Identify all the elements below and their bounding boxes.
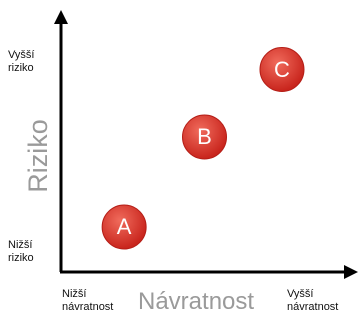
bubble-label-c: C (274, 56, 290, 82)
x-axis-arrow (344, 265, 358, 279)
x-high-label-line1: Vyšší (287, 288, 314, 300)
y-axis-arrow (54, 10, 68, 24)
x-high-label: Vyšší návratnost (287, 288, 338, 314)
y-low-label-line1: Nižší (8, 239, 33, 251)
bubble-c (259, 47, 305, 92)
bubble-label-b: B (197, 124, 212, 149)
x-high-label-line2: návratnost (287, 301, 339, 313)
y-high-label-line1: Vyšší (8, 49, 35, 61)
bubble-a (101, 204, 147, 250)
y-high-label-line2: riziko (8, 62, 34, 74)
y-low-label-line2: riziko (8, 252, 34, 264)
x-low-label: Nižší návratnost (62, 288, 113, 314)
y-high-label: Vyšší riziko (8, 49, 35, 75)
x-axis-title: Návratnost (138, 288, 255, 315)
bubble-b (182, 114, 227, 160)
x-low-label-line2: návratnost (62, 301, 114, 313)
x-low-label-line1: Nižší (62, 288, 87, 300)
y-low-label: Nižší riziko (8, 239, 34, 265)
y-axis-title: Riziko (23, 119, 53, 193)
bubble-label-a: A (116, 214, 132, 239)
bubble-layer (101, 47, 305, 250)
